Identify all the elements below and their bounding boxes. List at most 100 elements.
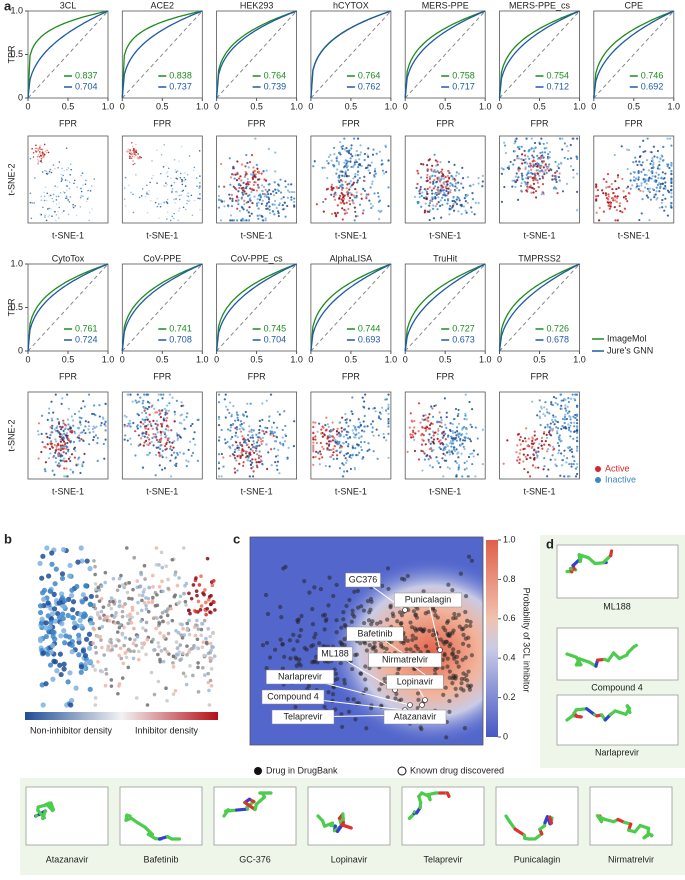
tsne-point — [481, 185, 483, 187]
tsne-point — [429, 455, 431, 457]
tsne-point — [277, 183, 279, 185]
b-point — [201, 645, 205, 649]
tsne-point — [180, 405, 182, 407]
tsne-point — [615, 188, 617, 190]
tsne-x-label: t-SNE-1 — [523, 486, 555, 496]
tsne-point — [525, 177, 527, 179]
tsne-point — [565, 461, 567, 463]
c-point — [372, 641, 376, 645]
tsne-point — [574, 414, 576, 416]
tsne-point — [333, 195, 335, 197]
tsne-point — [49, 214, 51, 216]
tsne-point — [160, 437, 162, 439]
tsne-point — [183, 206, 185, 208]
b-point — [196, 646, 200, 650]
tsne-point — [236, 160, 238, 162]
tsne-point — [372, 426, 374, 428]
tsne-point — [462, 439, 464, 441]
tsne-point — [247, 178, 249, 180]
tsne-point — [167, 429, 169, 431]
tsne-point — [187, 174, 189, 176]
tsne-point — [218, 185, 220, 187]
c-point — [445, 665, 449, 669]
x-tick-label: 1.0 — [196, 101, 209, 111]
b-point — [187, 609, 191, 613]
tsne-point — [575, 468, 577, 470]
tsne-point — [449, 185, 451, 187]
tsne-point — [440, 177, 442, 179]
b-point — [100, 610, 104, 614]
tsne-point — [42, 154, 44, 156]
tsne-point — [362, 212, 364, 214]
tsne-point — [563, 450, 565, 452]
tsne-point — [354, 196, 356, 198]
tsne-point — [525, 427, 527, 429]
tsne-point — [456, 453, 458, 455]
tsne-point — [105, 425, 107, 427]
tsne-point — [66, 436, 68, 438]
tsne-point — [234, 457, 236, 459]
tsne-point — [283, 196, 285, 198]
tsne-point — [243, 200, 245, 202]
tsne-point — [371, 183, 373, 185]
tsne-point — [638, 188, 640, 190]
y-axis-label: TPR — [6, 298, 16, 317]
tsne-point — [186, 203, 188, 205]
tsne-point — [336, 156, 338, 158]
b-point — [202, 640, 206, 644]
tsne-point — [191, 455, 193, 457]
tsne-point — [356, 181, 358, 183]
tsne-point — [249, 161, 251, 163]
x-axis-label: FPR — [153, 118, 172, 128]
tsne-point — [228, 194, 230, 196]
tsne-point — [78, 456, 80, 458]
tsne-point — [526, 445, 528, 447]
tsne-point — [639, 146, 641, 148]
tsne-point — [546, 166, 548, 168]
tsne-point — [567, 158, 569, 160]
tsne-point — [436, 460, 438, 462]
tsne-point — [540, 156, 542, 158]
tsne-point — [157, 206, 159, 208]
tsne-point — [566, 145, 568, 147]
tsne-point — [523, 150, 525, 152]
tsne-point — [522, 440, 524, 442]
tsne-point — [350, 144, 352, 146]
tsne-point — [542, 177, 544, 179]
tsne-point — [352, 429, 354, 431]
tsne-point — [535, 179, 537, 181]
tsne-point — [357, 174, 359, 176]
tsne-point — [567, 150, 569, 152]
tsne-point — [163, 419, 165, 421]
tsne-point — [607, 193, 609, 195]
tsne-point — [552, 446, 554, 448]
tsne-point — [228, 445, 230, 447]
c-point — [317, 641, 321, 645]
tsne-point — [157, 441, 159, 443]
c-point — [448, 669, 452, 673]
tsne-point — [519, 439, 521, 441]
tsne-point — [519, 449, 521, 451]
tsne-point — [537, 182, 539, 184]
tsne-point — [571, 138, 573, 140]
tsne-point — [273, 448, 275, 450]
tsne-point — [350, 166, 352, 168]
tsne-point — [351, 410, 353, 412]
tsne-point — [66, 195, 68, 197]
tsne-point — [595, 195, 597, 197]
b-point — [89, 620, 94, 625]
tsne-point — [73, 441, 75, 443]
tsne-point — [315, 456, 317, 458]
b-point — [48, 624, 53, 629]
auc-label: 0.744 — [358, 323, 381, 333]
tsne-point — [543, 166, 545, 168]
b-point — [71, 615, 76, 620]
tsne-point — [453, 210, 455, 212]
b-point — [57, 663, 62, 668]
tsne-point — [80, 417, 82, 419]
tsne-point — [539, 143, 541, 145]
b-point — [111, 644, 115, 648]
tsne-point — [354, 219, 356, 221]
tsne-point — [534, 174, 536, 176]
tsne-point — [442, 453, 444, 455]
